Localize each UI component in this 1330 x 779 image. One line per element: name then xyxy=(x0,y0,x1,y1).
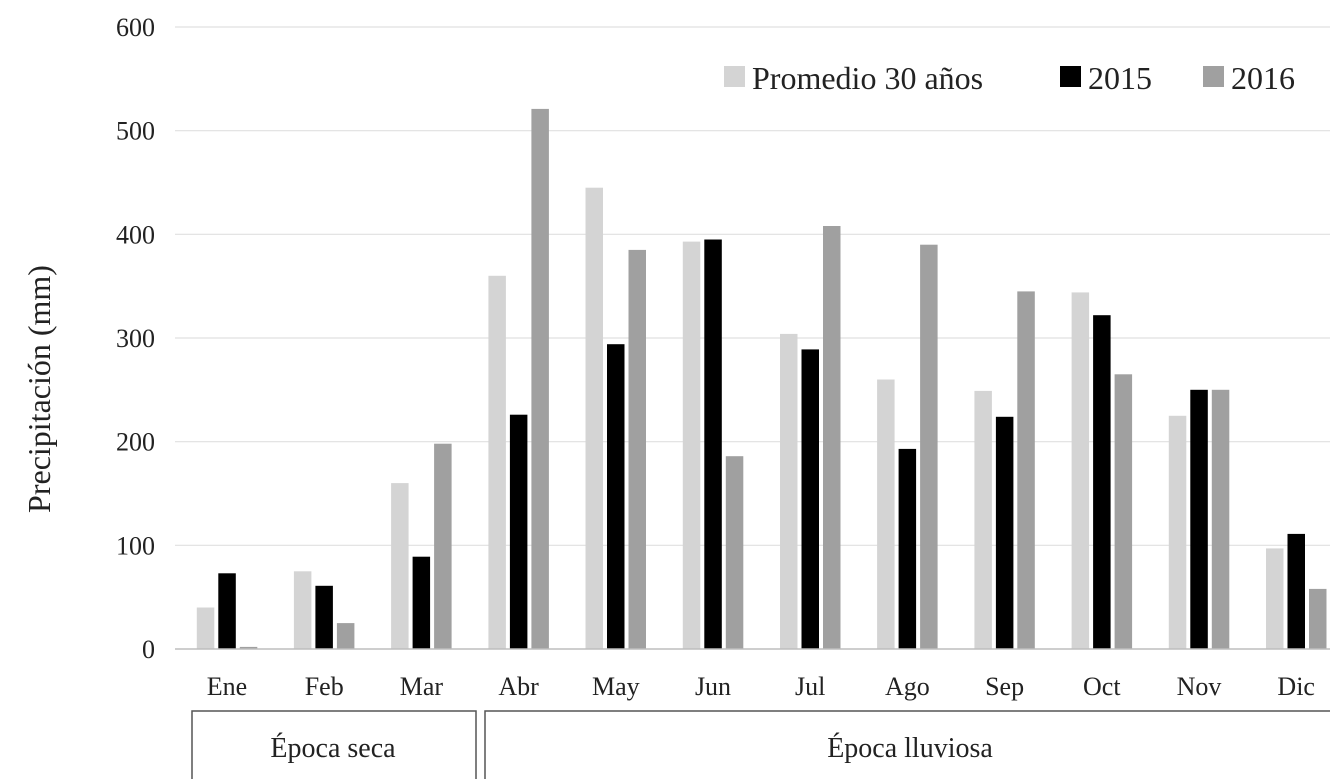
bar-2016-may xyxy=(628,249,646,649)
legend-swatch xyxy=(1060,66,1081,87)
x-tick-label: Ago xyxy=(885,672,930,701)
bar-2015-mar xyxy=(412,556,431,649)
season-groups: Época seca Época lluviosa xyxy=(191,710,1330,779)
bar-2015-ago xyxy=(898,448,917,649)
y-tick-label: 200 xyxy=(116,428,155,457)
bar-2016-dic xyxy=(1309,588,1327,649)
y-tick-label: 100 xyxy=(116,531,155,560)
bar-2016-oct xyxy=(1114,374,1133,649)
bar-2015-sep xyxy=(995,416,1014,649)
bar-promedio-30-años-sep xyxy=(974,390,992,649)
bar-2016-jun xyxy=(725,456,744,649)
bar-2015-may xyxy=(607,344,625,649)
x-tick-label: Jun xyxy=(695,672,731,701)
y-axis-title: Precipitación (mm) xyxy=(21,265,57,513)
bar-2016-abr xyxy=(531,108,549,649)
x-tick-label: Dic xyxy=(1277,672,1315,701)
bar-2015-dic xyxy=(1287,533,1305,649)
legend-label: 2015 xyxy=(1088,60,1152,96)
season-bracket xyxy=(484,710,1330,779)
bar-promedio-30-años-feb xyxy=(293,571,312,650)
bar-2015-jun xyxy=(704,239,722,649)
bar-2016-ago xyxy=(920,244,938,649)
bar-2016-nov xyxy=(1211,389,1230,649)
bar-2015-oct xyxy=(1093,315,1111,649)
bar-promedio-30-años-jul xyxy=(780,333,798,649)
bar-promedio-30-años-ago xyxy=(877,379,895,649)
bar-2015-ene xyxy=(218,573,236,649)
bar-2015-jul xyxy=(801,349,819,649)
x-axis-ticks: Ene Feb Mar Abr May Jun Jul Ago Sep Oct Nov Dic xyxy=(207,672,1315,701)
bar-promedio-30-años-oct xyxy=(1071,292,1090,649)
x-tick-label: Oct xyxy=(1083,672,1121,701)
bar-promedio-30-años-may xyxy=(585,187,603,649)
bar-2015-feb xyxy=(315,585,333,649)
season-label: Época seca xyxy=(270,733,396,764)
bar-promedio-30-años-nov xyxy=(1168,415,1187,650)
bar-2015-abr xyxy=(509,414,528,649)
legend-swatch xyxy=(1203,66,1224,87)
legend-label: Promedio 30 años xyxy=(752,60,983,96)
legend-swatch xyxy=(724,66,745,87)
bars xyxy=(196,108,1327,650)
bar-2016-feb xyxy=(336,623,355,649)
bar-2016-sep xyxy=(1017,291,1035,649)
bar-promedio-30-años-ene xyxy=(196,607,215,649)
y-axis-ticks: 0 100 200 300 400 500 600 xyxy=(116,13,155,664)
x-tick-label: Abr xyxy=(498,672,539,701)
x-tick-label: Feb xyxy=(305,672,344,701)
bar-2016-jul xyxy=(823,226,841,649)
x-tick-label: Ene xyxy=(207,672,247,701)
bar-promedio-30-años-abr xyxy=(488,275,506,649)
y-tick-label: 600 xyxy=(116,13,155,42)
bar-2016-ene xyxy=(239,646,258,649)
season-label: Época lluviosa xyxy=(827,733,993,764)
bar-promedio-30-años-mar xyxy=(391,483,409,649)
legend: Promedio 30 años 2015 2016 xyxy=(724,60,1295,96)
bar-2015-nov xyxy=(1190,389,1208,649)
gridlines xyxy=(175,26,1330,546)
legend-label: 2016 xyxy=(1231,60,1295,96)
x-tick-label: May xyxy=(592,672,640,701)
y-tick-label: 0 xyxy=(142,635,155,664)
bar-promedio-30-años-dic xyxy=(1266,548,1284,649)
x-tick-label: Jul xyxy=(795,672,825,701)
x-tick-label: Sep xyxy=(985,672,1024,701)
x-tick-label: Nov xyxy=(1177,672,1222,701)
y-tick-label: 400 xyxy=(116,220,155,249)
bar-2016-mar xyxy=(434,443,452,649)
y-tick-label: 300 xyxy=(116,324,155,353)
bar-promedio-30-años-jun xyxy=(682,241,701,649)
x-tick-label: Mar xyxy=(400,672,444,701)
season-bracket xyxy=(191,710,477,779)
y-tick-label: 500 xyxy=(116,117,155,146)
